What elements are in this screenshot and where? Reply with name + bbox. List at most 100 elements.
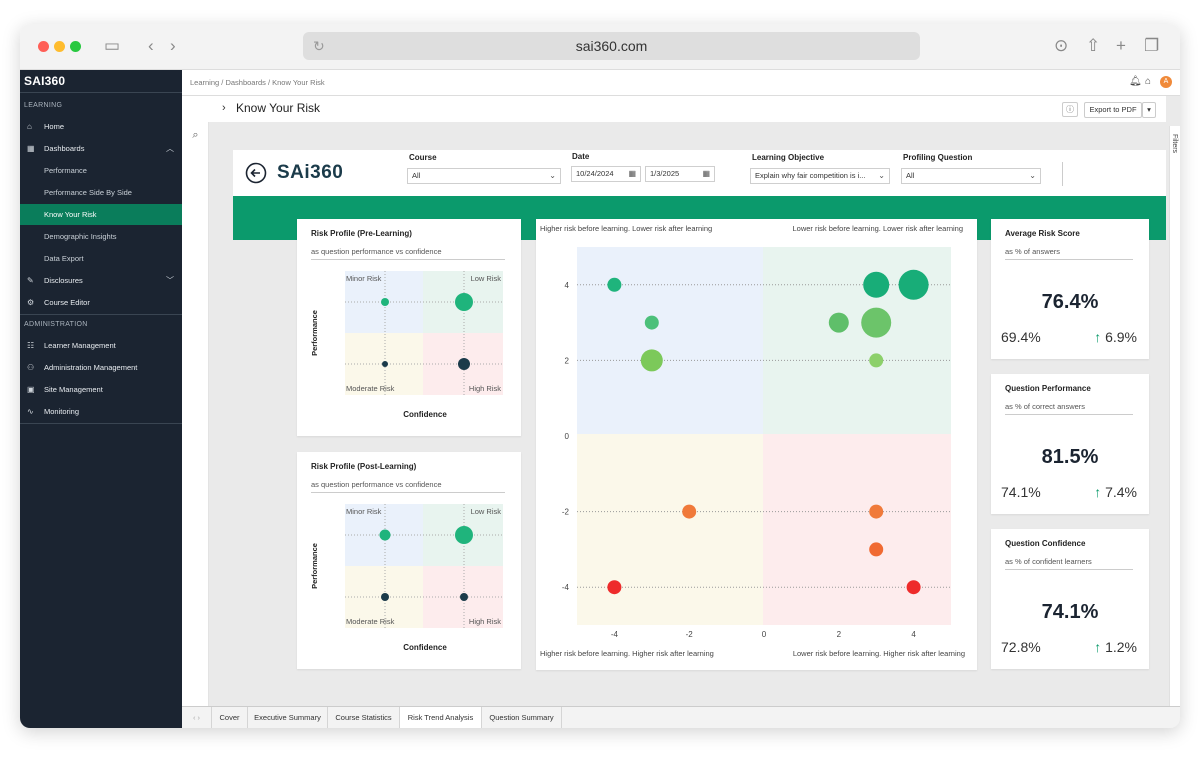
divider — [1005, 569, 1133, 570]
tab-course-statistics[interactable]: Course Statistics — [328, 707, 400, 728]
sidebar-item-dashboards[interactable]: ▦ Dashboards ︿ — [20, 138, 182, 159]
date-from-input[interactable]: 10/24/2024 ▦ — [571, 166, 641, 182]
y-tick-label: -4 — [562, 583, 570, 592]
divider — [20, 92, 182, 93]
close-window-button[interactable] — [38, 41, 49, 52]
minimize-window-button[interactable] — [54, 41, 65, 52]
sidebar-item-site-management[interactable]: ▣ Site Management — [20, 379, 182, 400]
post-learning-quadrant-chart: Minor Risk Low Risk Moderate Risk High R… — [310, 504, 503, 652]
new-tab-icon[interactable]: + — [1116, 36, 1126, 55]
reload-icon[interactable]: ↻ — [313, 38, 325, 54]
y-tick-label: 2 — [565, 356, 570, 365]
arrow-up-icon: ↑ — [1094, 639, 1102, 655]
report-search-icon[interactable]: ⌕ — [192, 129, 199, 141]
tab-cover[interactable]: Cover — [212, 707, 248, 728]
tab-executive-summary[interactable]: Executive Summary — [248, 707, 328, 728]
avatar[interactable]: A — [1160, 76, 1172, 88]
date-to-input[interactable]: 1/3/2025 ▦ — [645, 166, 715, 182]
course-value: All — [412, 171, 421, 180]
scatter-point[interactable] — [644, 315, 659, 330]
kpi-delta: 1.2% — [1105, 639, 1137, 655]
main-area: Learning / Dashboards / Know Your Risk 🔔… — [182, 70, 1180, 728]
annotation-bottom-right: Lower risk before learning. Higher risk … — [792, 649, 965, 658]
edit-icon: ✎ — [27, 276, 34, 285]
scatter-point[interactable] — [640, 349, 663, 372]
scatter-point[interactable] — [869, 542, 884, 557]
sidebar-item-side-by-side[interactable]: Performance Side By Side — [20, 182, 182, 203]
download-icon[interactable]: ⊙ — [1054, 36, 1069, 55]
sidebar-item-label: Disclosures — [44, 276, 83, 285]
scatter-point[interactable] — [869, 353, 884, 368]
tab-risk-trend-analysis[interactable]: Risk Trend Analysis — [400, 707, 482, 728]
sidebar-item-learner-management[interactable]: ☷ Learner Management — [20, 335, 182, 356]
url-text: sai360.com — [575, 38, 648, 54]
chevron-up-icon: ︿ — [166, 144, 174, 153]
sidebar-item-label: Dashboards — [44, 144, 85, 153]
sidebar-item-label: Monitoring — [44, 407, 80, 416]
scatter-point[interactable] — [906, 580, 921, 595]
profiling-question-value: All — [906, 171, 915, 180]
pre-learning-card: Risk Profile (Pre-Learning) as question … — [297, 219, 521, 436]
breadcrumb[interactable]: Learning / Dashboards / Know Your Risk — [190, 78, 325, 87]
kpi-value: 74.1% — [1041, 601, 1099, 623]
tab-question-summary[interactable]: Question Summary — [482, 707, 562, 728]
scatter-point[interactable] — [898, 269, 929, 300]
sidebar-item-disclosures[interactable]: ✎ Disclosures ﹀ — [20, 270, 182, 291]
maximize-window-button[interactable] — [70, 41, 81, 52]
address-bar[interactable]: ↻ sai360.com — [303, 32, 920, 60]
share-icon[interactable]: ⇧ — [1086, 36, 1101, 55]
forward-icon[interactable]: › — [170, 36, 176, 55]
pulse-icon: ∿ — [27, 407, 34, 416]
divider — [311, 259, 505, 260]
sidebar-item-know-your-risk[interactable]: Know Your Risk — [20, 204, 182, 225]
calendar-icon: ▦ — [702, 169, 710, 178]
info-icon[interactable]: ⓘ — [1062, 102, 1078, 117]
tabs-overview-icon[interactable]: ❐ — [1144, 36, 1160, 55]
sidebar-item-administration-management[interactable]: ⚇ Administration Management — [20, 357, 182, 378]
divider — [20, 314, 182, 315]
back-icon[interactable]: ‹ — [148, 36, 154, 55]
pre-learning-subtitle: as question performance vs confidence — [311, 247, 442, 256]
x-tick-label: 4 — [911, 630, 916, 639]
chevron-right-icon[interactable]: › — [222, 102, 226, 114]
sidebar-item-label: Demographic Insights — [44, 232, 117, 241]
sidebar-item-demographic[interactable]: Demographic Insights — [20, 226, 182, 247]
sidebar-item-performance[interactable]: Performance — [20, 160, 182, 181]
export-options-dropdown[interactable]: ▾ — [1142, 102, 1156, 118]
post-learning-card: Risk Profile (Post-Learning) as question… — [297, 452, 521, 669]
post-point-low — [455, 526, 473, 544]
risk-movement-scatter: 4 2 0 -2 -4 -4 -2 0 2 4 — [562, 247, 951, 639]
pre-learning-quadrant-chart: Minor Risk Low Risk Moderate Risk High R… — [310, 271, 503, 419]
home-icon: ⌂ — [27, 122, 32, 131]
scatter-point[interactable] — [607, 580, 622, 595]
sidebar-item-monitoring[interactable]: ∿ Monitoring — [20, 401, 182, 422]
export-pdf-button[interactable]: Export to PDF — [1084, 102, 1142, 118]
quadrant-label-low: Low Risk — [471, 507, 502, 516]
sidebar-item-data-export[interactable]: Data Export — [20, 248, 182, 269]
left-tool-strip: ▤ ⌕ — [182, 96, 209, 706]
tab-scroll-arrows[interactable]: ‹ › — [182, 707, 212, 728]
kpi-previous: 74.1% — [1001, 484, 1041, 500]
sidebar-item-home[interactable]: ⌂ Home — [20, 116, 182, 137]
sidebar-item-course-editor[interactable]: ⚙ Course Editor — [20, 292, 182, 313]
objective-select[interactable]: Explain why fair competition is i... ⌄ — [750, 168, 890, 184]
users-icon: ☷ — [27, 341, 35, 350]
course-select[interactable]: All ⌄ — [407, 168, 561, 184]
chevron-down-icon: ⌄ — [878, 171, 885, 180]
scatter-point[interactable] — [828, 312, 849, 333]
sidebar: SAI360 LEARNING ⌂ Home ▦ Dashboards ︿ Perfo… — [20, 70, 182, 728]
scatter-point[interactable] — [869, 504, 884, 519]
objective-label: Learning Objective — [752, 153, 825, 162]
home-icon[interactable]: ⌂ — [1145, 76, 1152, 87]
scatter-point[interactable] — [863, 271, 890, 298]
x-tick-label: 0 — [762, 630, 767, 639]
filters-pane[interactable]: Filters — [1169, 126, 1180, 706]
profiling-question-select[interactable]: All ⌄ — [901, 168, 1041, 184]
scatter-point[interactable] — [607, 277, 622, 292]
back-circle-icon[interactable] — [245, 162, 267, 184]
scatter-point[interactable] — [861, 307, 892, 338]
scatter-point[interactable] — [682, 504, 697, 519]
title-bar: › Know Your Risk ⓘ Export to PDF ▾ — [182, 96, 1166, 122]
bell-icon[interactable]: 🔔︎ — [1129, 76, 1142, 87]
sidebar-toggle-icon[interactable]: ▭ — [104, 36, 121, 55]
